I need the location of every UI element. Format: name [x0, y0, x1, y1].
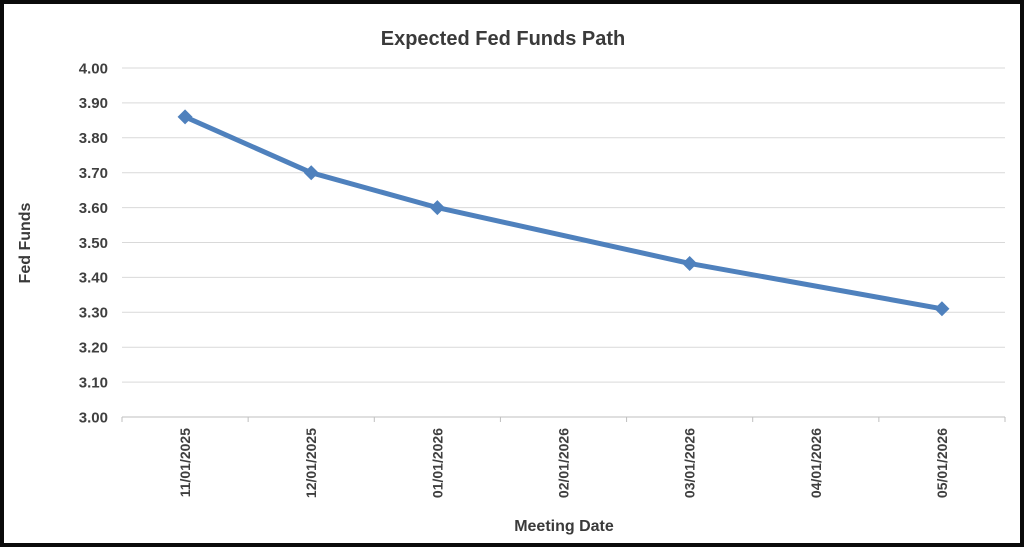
fed-funds-line-chart: 4.00 3.90 3.80 3.70 3.60 3.50 3.40 3.30 3.20 3.10… — [17, 28, 1006, 535]
x-tick-label: 01/01/2026 — [429, 428, 445, 498]
x-tick-label: 11/01/2025 — [177, 428, 193, 498]
y-tick-label: 3.00 — [79, 409, 108, 426]
series-line — [182, 114, 945, 312]
y-axis-title: Fed Funds — [17, 202, 34, 283]
x-tick-label: 12/01/2025 — [303, 428, 319, 498]
data-point-marker — [934, 301, 950, 317]
x-tick-label: 02/01/2026 — [556, 428, 572, 498]
y-tick-label: 3.10 — [79, 374, 108, 391]
y-tick-label: 3.60 — [79, 200, 108, 217]
data-point-marker — [177, 109, 193, 125]
y-tick-label: 3.40 — [79, 270, 108, 287]
x-axis-title: Meeting Date — [514, 518, 614, 535]
y-tick-label: 3.90 — [79, 95, 108, 112]
data-point-marker — [429, 200, 445, 216]
chart-title: Expected Fed Funds Path — [381, 28, 625, 50]
x-tick-label: 05/01/2026 — [934, 428, 950, 498]
y-tick-label: 3.50 — [79, 235, 108, 252]
x-tick-label: 04/01/2026 — [808, 428, 824, 498]
y-tick-label: 3.20 — [79, 339, 108, 356]
plot-area: 4.00 3.90 3.80 3.70 3.60 3.50 3.40 3.30 3.20 3.10… — [79, 60, 1006, 498]
data-point-marker — [682, 255, 698, 271]
y-tick-label: 3.70 — [79, 165, 108, 182]
y-tick-label: 3.30 — [79, 305, 108, 322]
y-tick-label: 4.00 — [79, 60, 108, 77]
x-tick-label: 03/01/2026 — [682, 428, 698, 498]
y-tick-label: 3.80 — [79, 130, 108, 147]
data-point-marker — [303, 165, 319, 181]
